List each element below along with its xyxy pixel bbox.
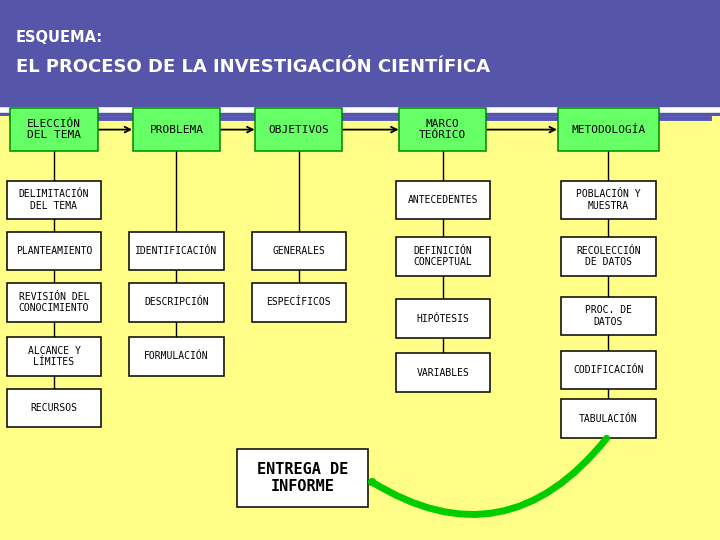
FancyArrowPatch shape bbox=[372, 438, 607, 515]
Text: TABULACIÓN: TABULACIÓN bbox=[579, 414, 638, 423]
FancyBboxPatch shape bbox=[562, 351, 655, 389]
FancyBboxPatch shape bbox=[238, 449, 367, 507]
FancyBboxPatch shape bbox=[562, 297, 655, 335]
FancyBboxPatch shape bbox=[562, 180, 655, 219]
FancyBboxPatch shape bbox=[252, 283, 346, 322]
Text: MARCO
TEÓRICO: MARCO TEÓRICO bbox=[419, 119, 467, 140]
FancyBboxPatch shape bbox=[396, 180, 490, 219]
FancyBboxPatch shape bbox=[562, 238, 655, 275]
Text: PROC. DE
DATOS: PROC. DE DATOS bbox=[585, 305, 632, 327]
Text: IDENTIFICACIÓN: IDENTIFICACIÓN bbox=[135, 246, 217, 256]
Text: DESCRIPCIÓN: DESCRIPCIÓN bbox=[144, 298, 209, 307]
FancyBboxPatch shape bbox=[133, 108, 220, 151]
FancyBboxPatch shape bbox=[7, 389, 101, 427]
Text: CODIFICACIÓN: CODIFICACIÓN bbox=[573, 365, 644, 375]
FancyBboxPatch shape bbox=[7, 283, 101, 322]
Text: PROBLEMA: PROBLEMA bbox=[150, 125, 204, 134]
FancyBboxPatch shape bbox=[130, 232, 223, 270]
Bar bbox=[0, 0, 720, 116]
Text: METODOLOGÍA: METODOLOGÍA bbox=[571, 125, 646, 134]
Text: POBLACIÓN Y
MUESTRA: POBLACIÓN Y MUESTRA bbox=[576, 189, 641, 211]
FancyBboxPatch shape bbox=[396, 299, 490, 338]
Text: ANTECEDENTES: ANTECEDENTES bbox=[408, 195, 478, 205]
FancyBboxPatch shape bbox=[7, 180, 101, 219]
FancyBboxPatch shape bbox=[7, 232, 101, 270]
Text: ELECCIÓN
DEL TEMA: ELECCIÓN DEL TEMA bbox=[27, 119, 81, 140]
Text: RECOLECCIÓN
DE DATOS: RECOLECCIÓN DE DATOS bbox=[576, 246, 641, 267]
FancyBboxPatch shape bbox=[130, 337, 223, 376]
Text: FORMULACIÓN: FORMULACIÓN bbox=[144, 352, 209, 361]
Text: VARIABLES: VARIABLES bbox=[416, 368, 469, 377]
Text: DEFINICIÓN
CONCEPTUAL: DEFINICIÓN CONCEPTUAL bbox=[413, 246, 472, 267]
FancyBboxPatch shape bbox=[399, 108, 487, 151]
Text: ALCANCE Y
LÍMITES: ALCANCE Y LÍMITES bbox=[27, 346, 81, 367]
Text: OBJETIVOS: OBJETIVOS bbox=[269, 125, 329, 134]
FancyBboxPatch shape bbox=[396, 354, 490, 392]
Text: ESPECÍFICOS: ESPECÍFICOS bbox=[266, 298, 331, 307]
Text: HIPÓTESIS: HIPÓTESIS bbox=[416, 314, 469, 323]
Text: PLANTEAMIENTO: PLANTEAMIENTO bbox=[16, 246, 92, 256]
FancyBboxPatch shape bbox=[130, 283, 223, 322]
FancyBboxPatch shape bbox=[7, 337, 101, 376]
Text: ESQUEMA:: ESQUEMA: bbox=[16, 30, 103, 45]
Text: GENERALES: GENERALES bbox=[272, 246, 325, 256]
FancyBboxPatch shape bbox=[557, 108, 660, 151]
Text: RECURSOS: RECURSOS bbox=[30, 403, 78, 413]
FancyBboxPatch shape bbox=[10, 108, 98, 151]
Text: ENTREGA DE
INFORME: ENTREGA DE INFORME bbox=[257, 462, 348, 494]
FancyBboxPatch shape bbox=[396, 238, 490, 275]
FancyBboxPatch shape bbox=[252, 232, 346, 270]
Text: EL PROCESO DE LA INVESTIGACIÓN CIENTÍFICA: EL PROCESO DE LA INVESTIGACIÓN CIENTÍFIC… bbox=[16, 58, 490, 77]
FancyBboxPatch shape bbox=[562, 399, 655, 437]
Text: REVISIÓN DEL
CONOCIMIENTO: REVISIÓN DEL CONOCIMIENTO bbox=[19, 292, 89, 313]
Text: DELIMITACIÓN
DEL TEMA: DELIMITACIÓN DEL TEMA bbox=[19, 189, 89, 211]
FancyBboxPatch shape bbox=[255, 108, 343, 151]
